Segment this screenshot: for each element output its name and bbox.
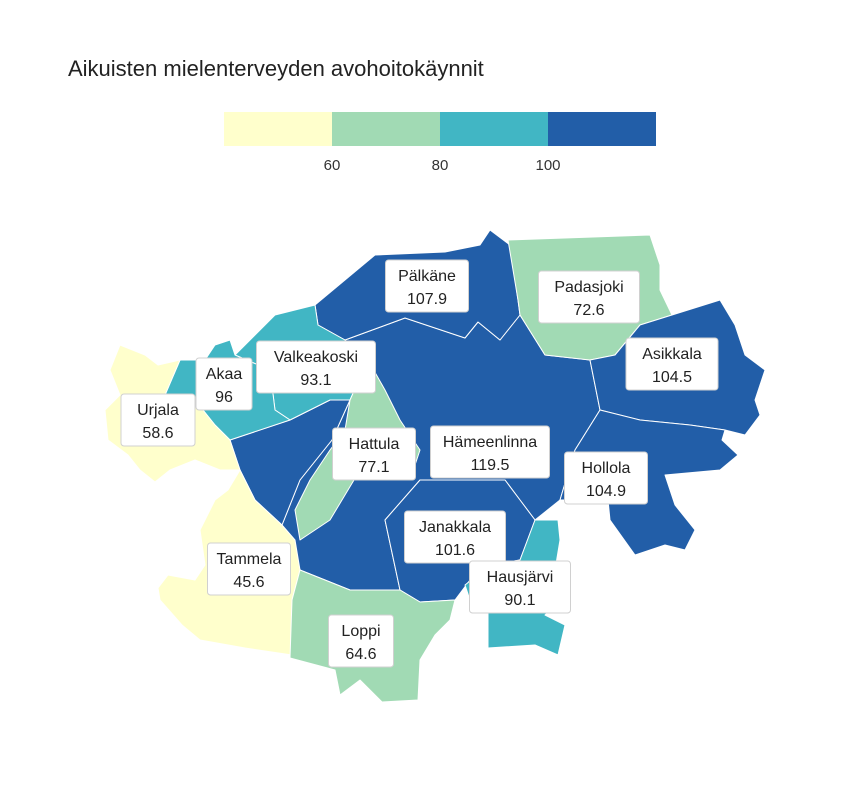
label-value-janakkala: 101.6 bbox=[435, 542, 475, 559]
label-name-tammela: Tammela bbox=[217, 551, 282, 568]
label-padasjoki: Padasjoki 72.6 bbox=[538, 270, 640, 324]
label-name-janakkala: Janakkala bbox=[419, 519, 491, 536]
label-asikkala: Asikkala 104.5 bbox=[625, 337, 719, 391]
label-box-hameenlinna bbox=[430, 425, 550, 479]
label-box-janakkala bbox=[404, 510, 506, 564]
label-value-valkeakoski: 93.1 bbox=[300, 372, 331, 389]
label-value-tammela: 45.6 bbox=[233, 574, 264, 591]
label-valkeakoski: Valkeakoski 93.1 bbox=[256, 340, 376, 394]
label-loppi: Loppi 64.6 bbox=[328, 614, 394, 668]
label-palkane: Pälkäne 107.9 bbox=[385, 259, 469, 313]
label-value-akaa: 96 bbox=[215, 389, 233, 406]
label-hameenlinna: Hämeenlinna 119.5 bbox=[430, 425, 550, 479]
label-name-loppi: Loppi bbox=[341, 623, 380, 640]
legend-bin-2 bbox=[332, 112, 440, 146]
label-value-hameenlinna: 119.5 bbox=[471, 457, 510, 474]
label-value-loppi: 64.6 bbox=[345, 646, 376, 663]
label-name-urjala: Urjala bbox=[137, 402, 179, 419]
label-name-hattula: Hattula bbox=[349, 436, 400, 453]
map-title: Aikuisten mielenterveyden avohoitokäynni… bbox=[68, 56, 484, 81]
label-value-padasjoki: 72.6 bbox=[573, 302, 604, 319]
legend-tick-80: 80 bbox=[432, 157, 449, 174]
label-value-hollola: 104.9 bbox=[586, 483, 626, 500]
label-akaa: Akaa 96 bbox=[195, 357, 253, 411]
label-box-palkane bbox=[385, 259, 469, 313]
label-name-hausjarvi: Hausjärvi bbox=[487, 569, 554, 586]
legend-tick-60: 60 bbox=[324, 157, 341, 174]
label-hattula: Hattula 77.1 bbox=[332, 427, 416, 481]
label-name-asikkala: Asikkala bbox=[642, 346, 702, 363]
label-name-palkane: Pälkäne bbox=[398, 268, 456, 285]
label-box-hausjarvi bbox=[469, 560, 571, 614]
label-box-hollola bbox=[564, 451, 648, 505]
legend-bin-4 bbox=[548, 112, 656, 146]
label-hollola: Hollola 104.9 bbox=[564, 451, 648, 505]
label-box-padasjoki bbox=[538, 270, 640, 324]
label-hausjarvi: Hausjärvi 90.1 bbox=[469, 560, 571, 614]
label-value-hattula: 77.1 bbox=[358, 459, 389, 476]
label-janakkala: Janakkala 101.6 bbox=[404, 510, 506, 564]
label-box-asikkala bbox=[625, 337, 719, 391]
label-box-akaa bbox=[195, 357, 253, 411]
label-name-valkeakoski: Valkeakoski bbox=[274, 349, 358, 366]
label-name-akaa: Akaa bbox=[206, 366, 243, 383]
label-value-palkane: 107.9 bbox=[407, 291, 447, 308]
label-value-asikkala: 104.5 bbox=[652, 369, 692, 386]
label-value-urjala: 58.6 bbox=[142, 425, 173, 442]
label-name-padasjoki: Padasjoki bbox=[554, 279, 623, 296]
color-legend: 60 80 100 bbox=[224, 112, 656, 174]
label-value-hausjarvi: 90.1 bbox=[504, 592, 535, 609]
label-urjala: Urjala 58.6 bbox=[120, 393, 196, 447]
label-box-loppi bbox=[328, 614, 394, 668]
label-box-valkeakoski bbox=[256, 340, 376, 394]
label-box-hattula bbox=[332, 427, 416, 481]
legend-bin-3 bbox=[440, 112, 548, 146]
label-name-hollola: Hollola bbox=[582, 460, 631, 477]
legend-bin-1 bbox=[224, 112, 332, 146]
legend-tick-100: 100 bbox=[535, 157, 560, 174]
label-box-tammela bbox=[207, 542, 291, 596]
label-name-hameenlinna: Hämeenlinna bbox=[443, 434, 537, 451]
label-tammela: Tammela 45.6 bbox=[207, 542, 291, 596]
label-box-urjala bbox=[120, 393, 196, 447]
